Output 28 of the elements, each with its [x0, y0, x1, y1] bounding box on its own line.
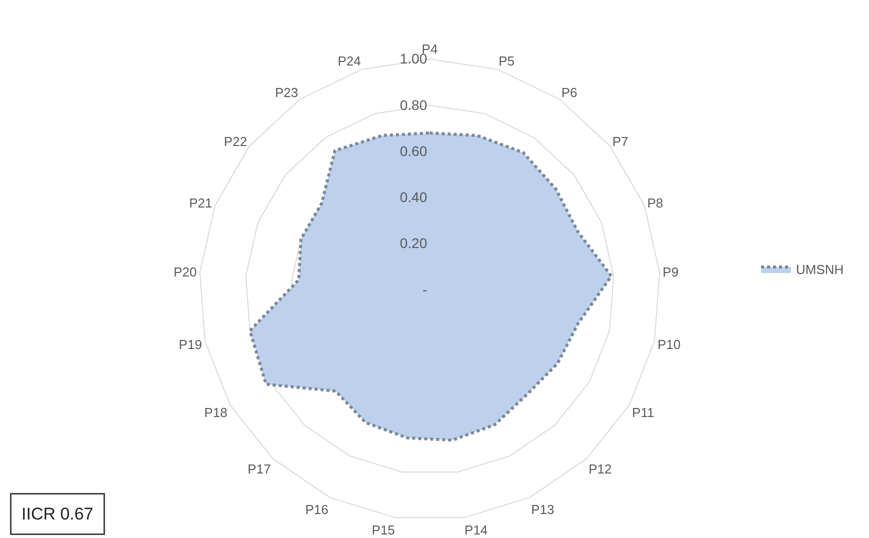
y-tick-label: 0.80 [400, 96, 428, 113]
spoke-label: P5 [498, 53, 514, 68]
y-tick-label: 0.40 [400, 189, 428, 206]
y-tick-label: 0.60 [400, 142, 428, 159]
spoke-label: P14 [464, 522, 488, 538]
y-tick-label: - [422, 281, 428, 298]
legend-label: UMSNH [796, 262, 844, 278]
spoke-label: P15 [372, 522, 395, 538]
y-tick-label: 0.20 [400, 235, 428, 252]
spoke-label: P8 [647, 196, 664, 211]
spoke-label: P23 [274, 85, 298, 100]
spoke-label: P7 [612, 134, 628, 149]
spoke-label: P13 [531, 502, 554, 517]
spoke-label: P21 [189, 196, 212, 211]
spoke-label: P9 [662, 264, 679, 280]
spoke-label: P22 [224, 134, 248, 149]
spoke-label: P12 [588, 462, 612, 477]
text: IICR 0.67 [22, 504, 94, 524]
spoke-label: P24 [338, 53, 361, 68]
y-tick-label: 1.00 [400, 50, 428, 67]
spoke-label: P10 [657, 337, 681, 352]
spoke-label: P17 [248, 462, 271, 477]
spoke-label: P19 [178, 337, 202, 352]
spoke-label: P6 [561, 85, 578, 100]
spoke-label: P11 [632, 404, 654, 420]
spoke-label: P18 [204, 404, 228, 420]
spoke-label: P16 [305, 502, 328, 517]
spoke-label: P20 [174, 264, 197, 280]
